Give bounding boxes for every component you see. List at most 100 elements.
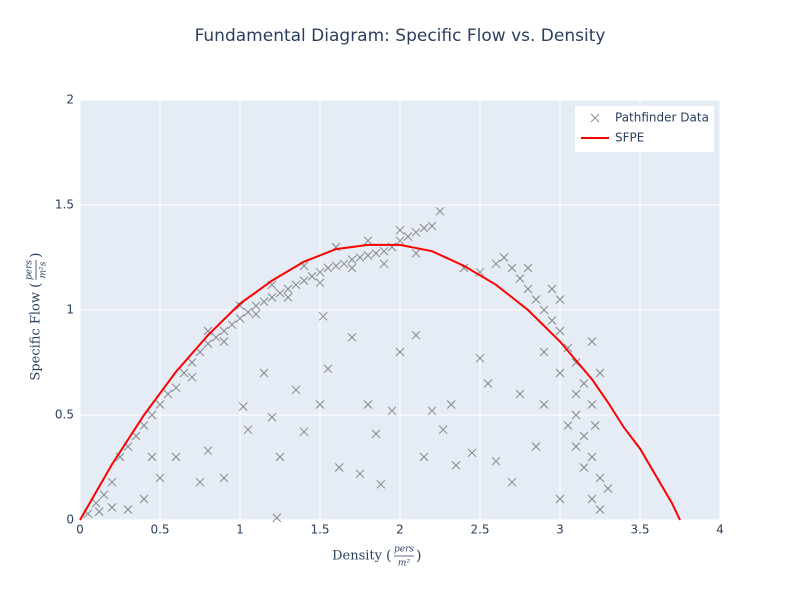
data-point <box>323 364 333 374</box>
data-point <box>347 332 357 342</box>
data-point <box>555 368 565 378</box>
data-point <box>403 232 413 241</box>
x-axis-title: Density(pers m²) <box>332 545 421 569</box>
data-point <box>139 421 149 430</box>
data-point <box>363 251 373 260</box>
x-tick-label: 3.5 <box>630 523 649 537</box>
data-point <box>275 288 285 298</box>
data-point <box>379 259 389 269</box>
data-point <box>491 259 501 269</box>
x-tick-label: 0.5 <box>150 523 169 537</box>
data-point <box>579 379 589 388</box>
data-point <box>283 293 293 302</box>
data-point <box>195 477 205 487</box>
data-point <box>163 389 173 399</box>
data-point <box>147 410 157 420</box>
data-point <box>283 284 293 294</box>
data-point <box>235 314 245 323</box>
data-point <box>563 421 573 430</box>
data-point <box>187 358 197 367</box>
data-point <box>339 259 349 269</box>
data-point <box>587 452 597 462</box>
x-tick-label: 3 <box>556 523 564 537</box>
data-point <box>235 301 245 311</box>
y-tick-label: 0 <box>66 513 74 527</box>
data-point <box>272 513 282 523</box>
data-point <box>499 253 509 262</box>
chart-title: Fundamental Diagram: Specific Flow vs. D… <box>195 26 606 46</box>
data-point <box>467 448 477 458</box>
data-point <box>555 494 565 504</box>
data-point <box>371 429 381 439</box>
data-point <box>571 358 581 367</box>
data-point <box>427 221 437 231</box>
data-point <box>331 261 341 271</box>
data-point <box>179 368 189 378</box>
data-point <box>587 337 597 346</box>
data-point <box>299 276 309 285</box>
data-point <box>355 469 365 479</box>
x-tick-label: 2 <box>396 523 404 537</box>
data-point <box>523 284 533 294</box>
data-point <box>211 332 221 342</box>
data-point <box>251 301 261 311</box>
data-point <box>171 452 181 462</box>
x-tick-label: 1 <box>236 523 244 537</box>
data-point <box>419 452 429 462</box>
data-point <box>555 326 565 336</box>
data-point <box>371 248 381 258</box>
data-point <box>411 227 421 237</box>
axis-label-numerator: pers <box>394 545 414 555</box>
data-point <box>243 425 253 435</box>
data-point <box>147 452 157 462</box>
data-point <box>571 389 581 399</box>
data-point <box>291 385 301 395</box>
data-point <box>219 326 229 336</box>
data-point <box>539 400 549 409</box>
data-point <box>547 284 557 294</box>
data-point <box>219 473 229 483</box>
data-point <box>107 503 117 512</box>
data-point <box>451 461 461 470</box>
data-point <box>155 473 165 483</box>
x-tick-label: 4 <box>716 523 724 537</box>
data-point <box>139 494 149 504</box>
data-point <box>435 206 445 216</box>
data-point <box>315 278 325 288</box>
data-point <box>395 236 405 246</box>
x-tick-label: 2.5 <box>470 523 489 537</box>
data-point <box>587 400 597 409</box>
data-point <box>571 410 581 420</box>
data-point <box>387 406 397 416</box>
y-tick-label: 1.5 <box>55 198 74 212</box>
data-point <box>363 400 373 409</box>
data-point <box>603 484 613 493</box>
data-point <box>419 223 429 233</box>
data-point <box>315 267 325 277</box>
data-point <box>587 494 597 504</box>
axis-label-paren: ( <box>386 548 391 564</box>
data-point <box>523 263 533 273</box>
data-point <box>483 379 493 388</box>
data-point <box>238 402 248 411</box>
data-point <box>275 452 285 462</box>
data-point <box>507 477 517 487</box>
data-point <box>347 263 357 273</box>
data-point <box>123 505 133 514</box>
x-tick-label: 1.5 <box>310 523 329 537</box>
axis-label-denominator: m² <box>398 559 411 569</box>
data-point <box>347 255 357 264</box>
data-point <box>219 337 229 346</box>
data-point <box>539 347 549 357</box>
data-point <box>363 236 373 246</box>
data-point <box>267 412 277 422</box>
y-axis-title: Specific Flow (pers m²s) <box>25 253 49 381</box>
data-point <box>595 473 605 483</box>
data-point <box>376 479 386 489</box>
data-point <box>94 507 104 516</box>
data-point <box>334 463 344 472</box>
data-point <box>259 297 269 306</box>
axis-label-numerator: pers <box>25 260 35 280</box>
data-point <box>171 383 181 393</box>
